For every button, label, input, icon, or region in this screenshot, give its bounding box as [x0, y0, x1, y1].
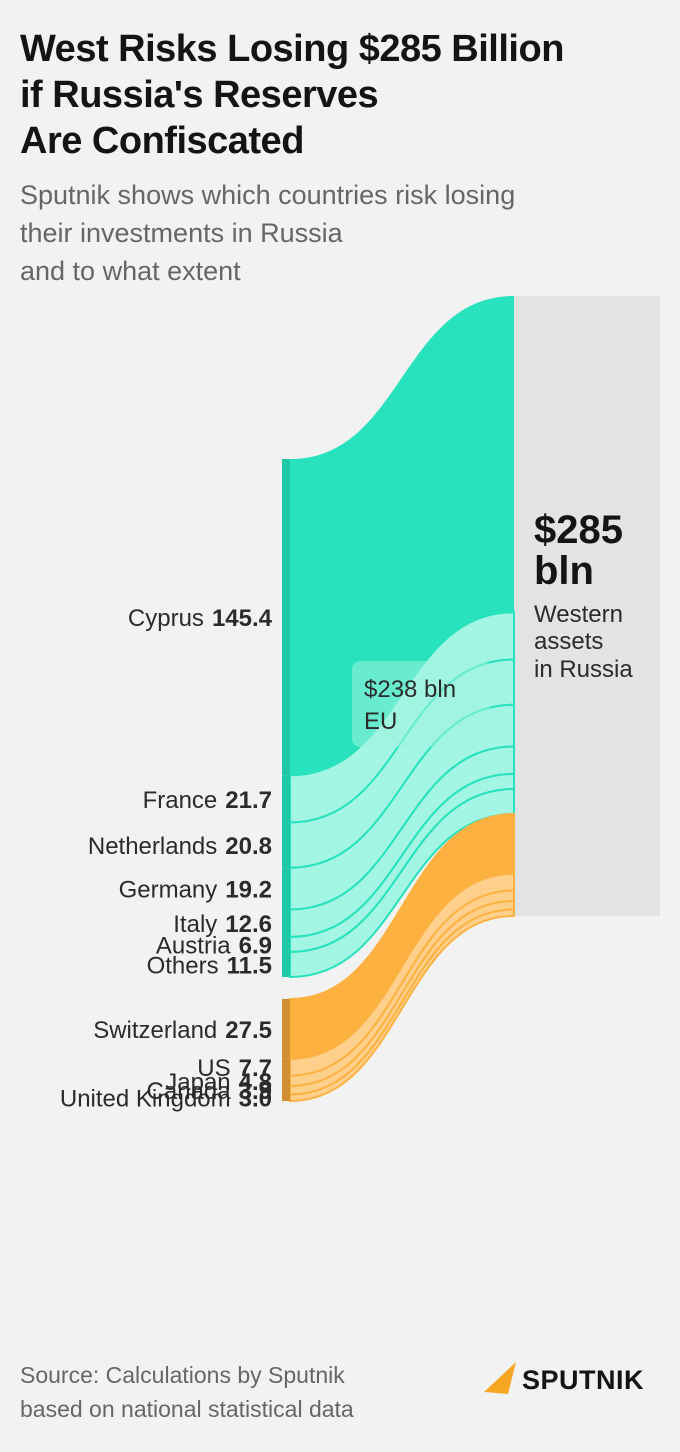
country-label-france: France	[143, 787, 218, 814]
brand-name: SPUTNIK	[522, 1365, 644, 1395]
source-bar-austria	[282, 936, 290, 952]
source-bar-germany	[282, 867, 290, 910]
country-label-united-kingdom: United Kingdom	[60, 1086, 231, 1113]
country-label-italy: Italy	[173, 911, 217, 938]
value-label-italy: 12.6	[225, 911, 272, 938]
value-label-japan: 4.8	[239, 1069, 272, 1096]
source-note: Source: Calculations by Sputnik based on…	[20, 1358, 354, 1426]
eu-group-badge: $238 bln EU	[352, 661, 490, 747]
country-label-netherlands: Netherlands	[88, 833, 217, 860]
source-line-2: based on national statistical data	[20, 1396, 354, 1422]
source-line-1: Source: Calculations by Sputnik	[20, 1362, 345, 1388]
source-bar-canada	[282, 1085, 290, 1095]
target-value-line-2: bln	[534, 549, 594, 593]
chart-subtitle: Sputnik shows which countries risk losin…	[20, 176, 660, 290]
country-label-others: Others	[147, 952, 219, 979]
subtitle-line-2: their investments in Russia	[20, 218, 343, 248]
target-label-line-1: Western	[534, 601, 623, 628]
value-label-canada: 3.9	[239, 1078, 272, 1105]
target-node-rect	[514, 296, 660, 916]
value-label-france: 21.7	[225, 787, 272, 814]
source-bar-netherlands	[282, 822, 290, 868]
title-line-3: Are Confiscated	[20, 120, 304, 162]
value-label-switzerland: 27.5	[225, 1017, 272, 1044]
country-label-switzerland: Switzerland	[93, 1017, 217, 1044]
value-label-germany: 19.2	[225, 877, 272, 904]
title-line-2: if Russia's Reserves	[20, 74, 379, 116]
source-bar-us	[282, 1058, 290, 1076]
country-label-japan: Japan	[165, 1069, 230, 1096]
flow-cyprus	[290, 296, 514, 776]
chart-title: West Risks Losing $285 Billion if Russia…	[20, 26, 660, 164]
source-bar-japan	[282, 1075, 290, 1086]
source-bar-switzerland	[282, 998, 290, 1059]
title-line-1: West Risks Losing $285 Billion	[20, 28, 564, 70]
value-label-us: 7.7	[239, 1055, 272, 1082]
country-label-germany: Germany	[119, 877, 218, 904]
eu-badge-box	[352, 661, 490, 747]
source-bar-cyprus	[282, 459, 290, 776]
source-bar-france	[282, 775, 290, 823]
source-bar-others	[282, 951, 290, 977]
country-label-canada: Canada	[147, 1078, 232, 1105]
target-label-line-3: in Russia	[534, 656, 633, 683]
sputnik-logo-icon	[484, 1362, 516, 1394]
value-label-united-kingdom: 3.0	[239, 1086, 272, 1113]
source-bar-layer	[282, 459, 290, 1101]
target-value-line-1: $285	[534, 508, 623, 552]
value-label-others: 11.5	[227, 952, 272, 979]
subtitle-line-3: and to what extent	[20, 256, 241, 286]
eu-badge-value: $238 bln	[364, 676, 456, 703]
country-label-cyprus: Cyprus	[128, 605, 204, 632]
value-label-netherlands: 20.8	[225, 833, 272, 860]
brand-logo: SPUTNIK	[484, 1362, 644, 1395]
subtitle-line-1: Sputnik shows which countries risk losin…	[20, 180, 516, 210]
target-node: $285 bln Western assets in Russia	[514, 296, 660, 916]
source-label-layer: 145.4 Cyprus 21.7 France 20.8 Netherlands 19.2…	[60, 605, 273, 1113]
value-label-austria: 6.9	[239, 932, 272, 959]
country-label-us: US	[197, 1055, 230, 1082]
source-bar-united-kingdom	[282, 1094, 290, 1101]
eu-badge-name: EU	[364, 708, 397, 735]
target-label-line-2: assets	[534, 628, 603, 655]
country-label-austria: Austria	[156, 932, 231, 959]
source-bar-italy	[282, 909, 290, 937]
value-label-cyprus: 145.4	[212, 605, 273, 632]
flow-united-kingdom	[289, 908, 515, 1103]
